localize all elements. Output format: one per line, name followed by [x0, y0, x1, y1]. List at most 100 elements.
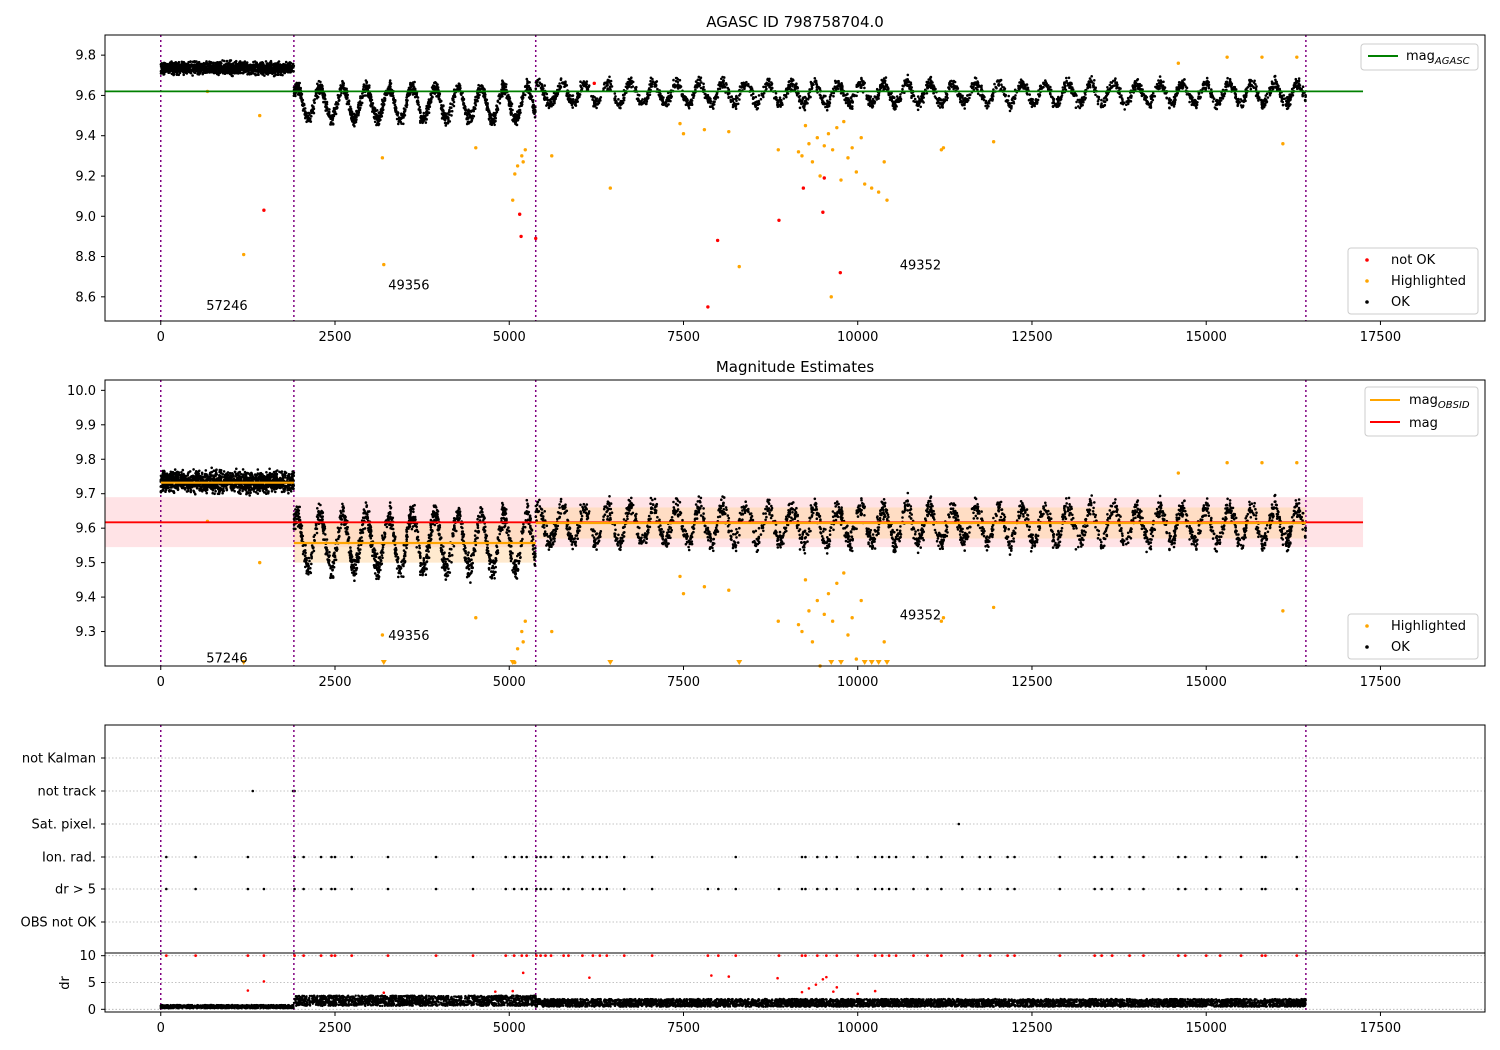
- ok-point: [429, 92, 433, 95]
- ok-point: [422, 111, 426, 115]
- ok-point: [439, 99, 443, 103]
- ok-point: [428, 104, 431, 108]
- ok-point: [269, 59, 273, 63]
- ok-point: [613, 92, 617, 95]
- ok-point: [170, 63, 174, 66]
- ok-point: [1008, 109, 1012, 113]
- ok-point: [1211, 95, 1215, 99]
- ok-point: [734, 107, 738, 110]
- ok-point: [531, 99, 535, 102]
- ok-point: [390, 94, 394, 98]
- ok-point: [810, 84, 814, 88]
- ok-point: [334, 103, 337, 106]
- ok-point: [409, 85, 412, 89]
- ok-point: [1213, 106, 1217, 109]
- ok-point: [191, 74, 194, 77]
- ok-point: [283, 70, 286, 74]
- ok-point: [412, 87, 415, 91]
- ok-point: [319, 80, 322, 84]
- ok-point: [505, 96, 508, 100]
- ok-point: [831, 87, 835, 91]
- ok-point: [295, 84, 299, 88]
- ok-point: [736, 102, 740, 106]
- ok-point: [641, 98, 644, 101]
- ok-point: [822, 102, 826, 106]
- ok-point: [442, 117, 446, 121]
- ok-point: [451, 98, 455, 102]
- ok-point: [182, 71, 185, 74]
- ok-point: [402, 122, 405, 126]
- ok-point: [839, 92, 843, 95]
- ok-point: [913, 97, 917, 101]
- ok-point: [194, 66, 197, 70]
- ok-point: [349, 105, 352, 109]
- ok-point: [1066, 82, 1070, 85]
- ok-point: [860, 76, 863, 80]
- ok-point: [730, 95, 733, 99]
- ok-point: [452, 104, 456, 108]
- ok-point: [174, 70, 177, 74]
- ok-point: [167, 70, 171, 73]
- ok-point: [209, 62, 213, 65]
- ok-point: [944, 95, 948, 99]
- ok-point: [1042, 82, 1046, 85]
- ok-point: [388, 87, 392, 91]
- ok-point: [855, 84, 859, 87]
- ok-point: [251, 72, 255, 75]
- ok-point: [934, 96, 938, 100]
- ok-point: [549, 100, 553, 104]
- ok-point: [966, 94, 969, 97]
- ok-point: [534, 110, 537, 114]
- ok-point: [825, 108, 829, 112]
- ok-point: [507, 95, 511, 99]
- ok-point: [276, 71, 280, 74]
- ok-point: [926, 87, 929, 90]
- ok-point: [425, 104, 429, 108]
- ok-point: [412, 83, 415, 86]
- ok-point: [223, 63, 226, 67]
- ok-point: [1093, 79, 1096, 82]
- ok-point: [782, 97, 786, 100]
- ok-point: [1226, 76, 1229, 80]
- ok-point: [498, 101, 502, 105]
- ok-point: [1266, 96, 1270, 99]
- ok-point: [429, 98, 433, 101]
- ok-point: [431, 95, 434, 99]
- ok-point: [271, 71, 274, 75]
- ok-point: [521, 100, 524, 104]
- ok-point: [766, 83, 769, 86]
- ok-point: [638, 101, 641, 104]
- ok-point: [551, 102, 555, 106]
- ok-point: [1037, 93, 1040, 96]
- ok-point: [182, 73, 185, 77]
- ok-point: [243, 61, 246, 65]
- ok-point: [630, 76, 633, 79]
- ok-point: [465, 117, 469, 120]
- ok-point: [164, 64, 168, 67]
- ok-point: [245, 65, 248, 68]
- ok-point: [890, 97, 893, 101]
- ok-point: [450, 109, 454, 113]
- ok-point: [393, 103, 397, 107]
- ok-point: [397, 120, 401, 123]
- ok-point: [1070, 82, 1073, 86]
- ok-point: [433, 92, 437, 95]
- ok-point: [373, 120, 377, 124]
- ok-point: [187, 69, 190, 73]
- ok-point: [341, 86, 344, 90]
- ok-point: [445, 116, 449, 120]
- ok-point: [245, 61, 249, 64]
- ok-point: [682, 98, 686, 102]
- ok-point: [287, 63, 290, 66]
- ok-point: [494, 116, 498, 120]
- ok-point: [347, 101, 350, 104]
- ok-point: [378, 118, 381, 121]
- ok-point: [592, 95, 596, 99]
- ok-point: [1010, 98, 1014, 101]
- ok-point: [279, 73, 283, 77]
- ok-point: [201, 65, 204, 68]
- ok-point: [305, 116, 309, 119]
- ok-point: [867, 103, 870, 106]
- ok-point: [571, 106, 574, 109]
